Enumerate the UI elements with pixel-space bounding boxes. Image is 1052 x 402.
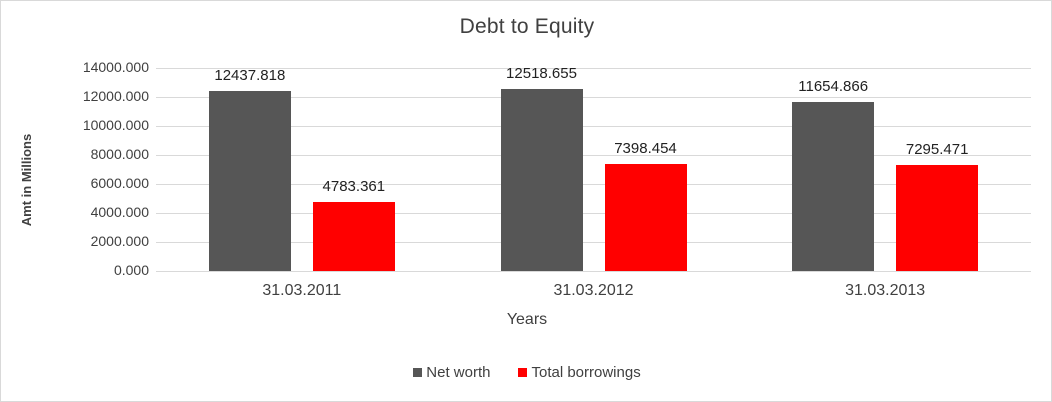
legend-label: Net worth [426,364,491,381]
y-axis-tick-label: 0.000 [113,262,149,278]
legend-label: Total borrowings [531,364,641,381]
gridline [156,184,1031,185]
legend-entry[interactable]: Net worth [413,364,490,381]
bar-net-worth[interactable] [208,91,291,271]
bar-total-borrowings[interactable] [312,202,395,271]
y-axis-tick-label: 8000.000 [90,146,149,162]
gridline [156,242,1031,243]
gridline [156,97,1031,98]
gridline [156,68,1031,69]
y-axis-tick-label: 4000.000 [90,204,149,220]
y-axis-title: Amt in Millions [19,133,34,227]
bar-total-borrowings[interactable] [604,164,687,271]
y-axis-tick-labels: 14000.000 12000.000 10000.000 8000.000 6000.… [39,59,149,278]
gridline [156,155,1031,156]
chart-legend: Net worth Total borrowings [1,364,1051,381]
y-axis-tick-label: 2000.000 [90,233,149,249]
legend-swatch-icon [518,368,528,377]
bar-total-borrowings[interactable] [896,165,979,271]
y-axis-tick-label: 10000.000 [82,117,149,133]
bar-value-label: 11654.866 [798,78,869,95]
bar-value-label: 4783.361 [322,178,386,195]
x-axis-category-label: 31.03.2011 [262,282,342,299]
bar-value-label: 7295.471 [905,141,969,158]
gridline [156,271,1031,272]
x-axis-category-label: 31.03.2013 [845,282,926,299]
bar-value-label: 12518.655 [506,65,577,82]
y-axis-tick-label: 6000.000 [90,175,149,191]
legend-entry[interactable]: Total borrowings [518,364,641,381]
bar-net-worth[interactable] [792,102,875,271]
bar-value-label: 7398.454 [614,140,677,157]
bar-net-worth[interactable] [500,89,583,271]
y-axis-tick-label: 12000.000 [82,88,149,104]
chart-title: Debt to Equity [459,15,595,38]
x-axis-title: Years [506,311,548,328]
legend-swatch-icon [413,368,423,377]
bar-value-label: 12437.818 [214,67,286,84]
plot-area: 12437.818 4783.361 12518.655 7398.454 11654.… [156,65,1031,272]
gridline [156,213,1031,214]
x-axis-category-label: 31.03.2012 [553,282,634,299]
y-axis-tick-label: 14000.000 [82,59,149,75]
gridline [156,126,1031,127]
